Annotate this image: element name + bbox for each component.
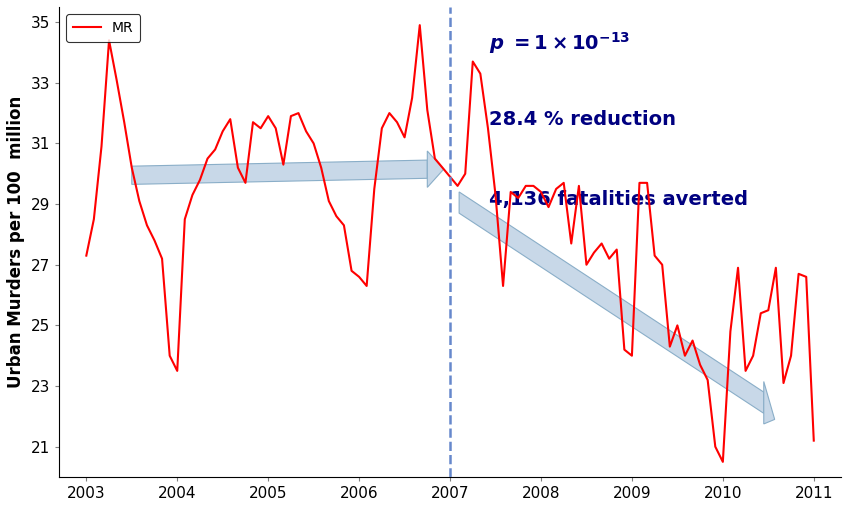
Legend: MR: MR	[66, 14, 141, 42]
MR	[650, 252, 660, 259]
Text: $\bfit{p}$ $\mathbf{= 1 \times 10^{-13}}$: $\bfit{p}$ $\mathbf{= 1 \times 10^{-13}}…	[489, 30, 630, 56]
MR	[271, 125, 281, 131]
Polygon shape	[459, 192, 764, 414]
Y-axis label: Urban Murders per 100  million: Urban Murders per 100 million	[7, 96, 25, 388]
MR	[809, 437, 819, 443]
Polygon shape	[427, 151, 444, 187]
MR	[415, 22, 425, 28]
MR	[104, 37, 114, 43]
MR	[505, 189, 516, 195]
Polygon shape	[764, 382, 775, 424]
Line: MR: MR	[86, 25, 814, 462]
Text: 4,136 fatalities averted: 4,136 fatalities averted	[489, 190, 748, 209]
MR	[134, 198, 144, 204]
MR	[453, 183, 463, 189]
Polygon shape	[131, 160, 427, 184]
MR	[717, 459, 728, 465]
MR	[81, 252, 92, 259]
Text: 28.4 % reduction: 28.4 % reduction	[489, 110, 676, 130]
